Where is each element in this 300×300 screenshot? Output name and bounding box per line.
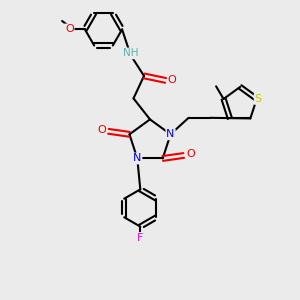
Text: S: S: [255, 94, 262, 104]
Text: F: F: [137, 233, 143, 243]
Text: O: O: [186, 149, 195, 159]
Text: O: O: [168, 75, 177, 85]
Text: NH: NH: [123, 48, 138, 59]
Text: N: N: [133, 154, 142, 164]
Text: O: O: [98, 125, 106, 135]
Text: O: O: [65, 24, 74, 34]
Text: N: N: [167, 129, 175, 139]
